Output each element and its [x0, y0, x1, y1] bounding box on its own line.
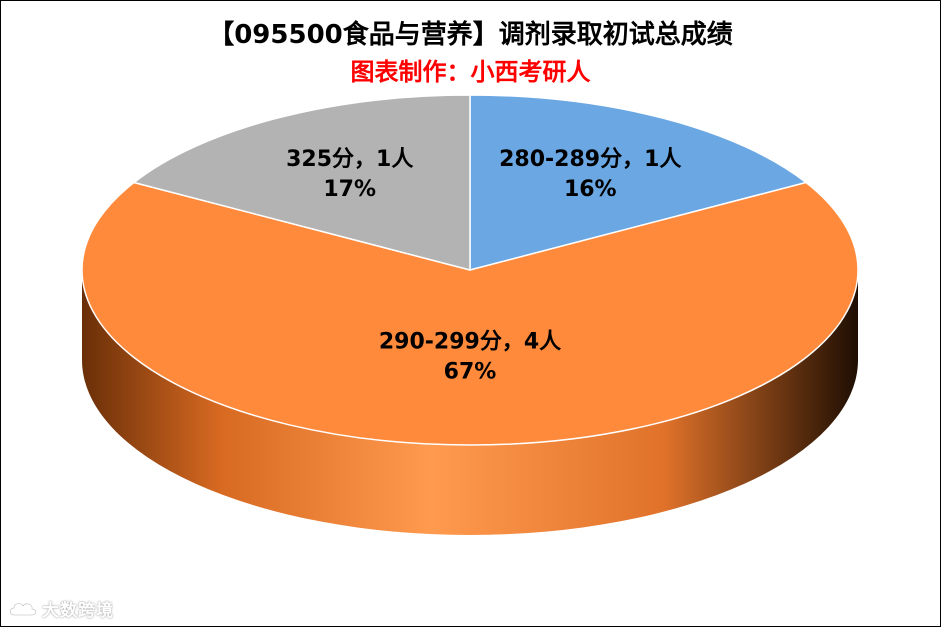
watermark: 大数跨境	[8, 596, 114, 621]
pie-slice-2	[81, 181, 859, 446]
slice-label-1: 280-289分，1人	[499, 147, 681, 172]
cloud-logo-icon	[8, 599, 38, 619]
watermark-text: 大数跨境	[42, 601, 114, 621]
chart-title: 【095500食品与营养】调剂录取初试总成绩	[208, 20, 733, 50]
slice-percent-1: 16%	[564, 177, 617, 202]
pie-slice-3	[132, 94, 471, 271]
slice-percent-2: 67%	[444, 360, 497, 385]
pie-slice-1	[469, 94, 808, 271]
chart-subtitle: 图表制作：小西考研人	[350, 58, 591, 86]
slice-label-2: 290-299分，4人	[379, 330, 561, 355]
slice-percent-3: 17%	[323, 177, 376, 202]
slice-label-3: 325分，1人	[286, 147, 413, 172]
pie-side-wall	[82, 270, 858, 535]
